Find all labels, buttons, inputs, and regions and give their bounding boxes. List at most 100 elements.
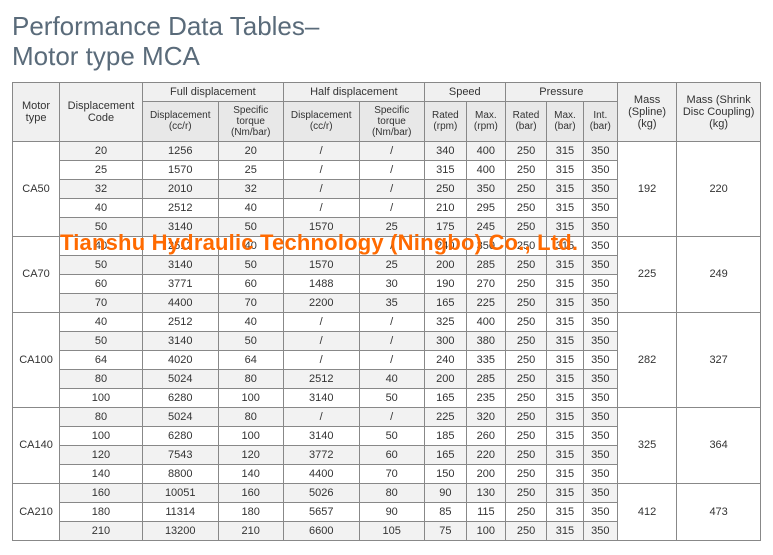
data-cell: 25 (60, 160, 143, 179)
data-cell: 270 (466, 274, 505, 293)
col-max-bar: Max. (bar) (547, 101, 583, 141)
data-cell: 1570 (283, 255, 359, 274)
mass-spline-cell: 192 (617, 141, 676, 236)
col-max-rpm: Max. (rpm) (466, 101, 505, 141)
col-int-bar: Int. (bar) (583, 101, 617, 141)
data-cell: 10051 (142, 483, 218, 502)
data-cell: 400 (466, 312, 505, 331)
data-cell: 315 (547, 160, 583, 179)
data-cell: 380 (466, 331, 505, 350)
data-cell: 315 (547, 521, 583, 540)
data-cell: 350 (583, 483, 617, 502)
data-cell: 2512 (142, 236, 218, 255)
data-cell: 210 (424, 198, 466, 217)
data-cell: 20 (60, 141, 143, 160)
mass-shrink-cell: 473 (677, 483, 761, 540)
data-cell: 2010 (142, 179, 218, 198)
data-cell: 5657 (283, 502, 359, 521)
data-cell: / (359, 236, 424, 255)
data-cell: / (283, 141, 359, 160)
data-cell: 40 (359, 369, 424, 388)
data-cell: 75 (424, 521, 466, 540)
data-cell: 80 (218, 407, 283, 426)
data-cell: 80 (60, 407, 143, 426)
data-cell: 8800 (142, 464, 218, 483)
data-cell: 35 (359, 293, 424, 312)
data-cell: 50 (60, 255, 143, 274)
data-cell: 100 (60, 388, 143, 407)
data-cell: 25 (218, 160, 283, 179)
table-row: CA10040251240//325400250315350282327 (13, 312, 761, 331)
data-cell: 50 (60, 331, 143, 350)
data-cell: 32 (60, 179, 143, 198)
data-cell: 340 (424, 141, 466, 160)
data-cell: 250 (505, 502, 546, 521)
data-cell: 5026 (283, 483, 359, 502)
data-cell: 250 (505, 407, 546, 426)
motor-type-cell: CA210 (13, 483, 60, 540)
data-cell: / (283, 198, 359, 217)
data-cell: 64 (60, 350, 143, 369)
data-cell: 350 (583, 160, 617, 179)
data-cell: 50 (60, 217, 143, 236)
motor-type-cell: CA50 (13, 141, 60, 236)
data-cell: 100 (60, 426, 143, 445)
data-cell: 250 (505, 236, 546, 255)
data-cell: 200 (466, 464, 505, 483)
table-row: CA14080502480//225320250315350325364 (13, 407, 761, 426)
data-cell: 210 (218, 521, 283, 540)
data-cell: 3140 (283, 426, 359, 445)
col-motor-type: Motor type (13, 82, 60, 141)
data-cell: 7543 (142, 445, 218, 464)
col-mass-shrink: Mass (Shrink Disc Coupling) (kg) (677, 82, 761, 141)
data-cell: 5024 (142, 369, 218, 388)
data-cell: 11314 (142, 502, 218, 521)
data-cell: 2512 (142, 312, 218, 331)
data-cell: 350 (583, 312, 617, 331)
data-cell: 315 (547, 198, 583, 217)
data-cell: / (283, 236, 359, 255)
data-cell: 20 (218, 141, 283, 160)
data-cell: 350 (466, 236, 505, 255)
data-cell: 315 (547, 464, 583, 483)
data-cell: 350 (583, 141, 617, 160)
data-cell: 220 (466, 445, 505, 464)
data-cell: 315 (547, 445, 583, 464)
table-row: CA5020125620//340400250315350192220 (13, 141, 761, 160)
data-cell: 315 (547, 369, 583, 388)
data-cell: 50 (218, 255, 283, 274)
data-cell: 3140 (283, 388, 359, 407)
data-cell: 25 (359, 255, 424, 274)
data-cell: 250 (505, 521, 546, 540)
data-cell: 300 (424, 331, 466, 350)
data-cell: / (359, 331, 424, 350)
data-cell: 2512 (142, 198, 218, 217)
mass-shrink-cell: 249 (677, 236, 761, 312)
data-cell: 250 (505, 445, 546, 464)
data-cell: 320 (466, 407, 505, 426)
mass-spline-cell: 225 (617, 236, 676, 312)
data-cell: 315 (547, 217, 583, 236)
data-cell: 190 (424, 274, 466, 293)
data-cell: / (283, 160, 359, 179)
col-hd-torque: Specific torque (Nm/bar) (359, 101, 424, 141)
data-cell: 350 (583, 502, 617, 521)
data-cell: 3772 (283, 445, 359, 464)
data-cell: 115 (466, 502, 505, 521)
data-cell: 225 (466, 293, 505, 312)
data-cell: 105 (359, 521, 424, 540)
data-cell: 130 (466, 483, 505, 502)
data-cell: 250 (505, 179, 546, 198)
col-fd-torque: Specific torque (Nm/bar) (218, 101, 283, 141)
data-cell: / (283, 407, 359, 426)
data-cell: / (359, 198, 424, 217)
data-cell: 315 (547, 502, 583, 521)
data-cell: 250 (505, 293, 546, 312)
data-cell: 350 (583, 274, 617, 293)
data-cell: 250 (505, 312, 546, 331)
data-cell: 315 (547, 426, 583, 445)
col-speed: Speed (424, 82, 505, 101)
page-title: Performance Data Tables– Motor type MCA (12, 12, 761, 72)
data-cell: 250 (505, 331, 546, 350)
data-cell: 4400 (142, 293, 218, 312)
